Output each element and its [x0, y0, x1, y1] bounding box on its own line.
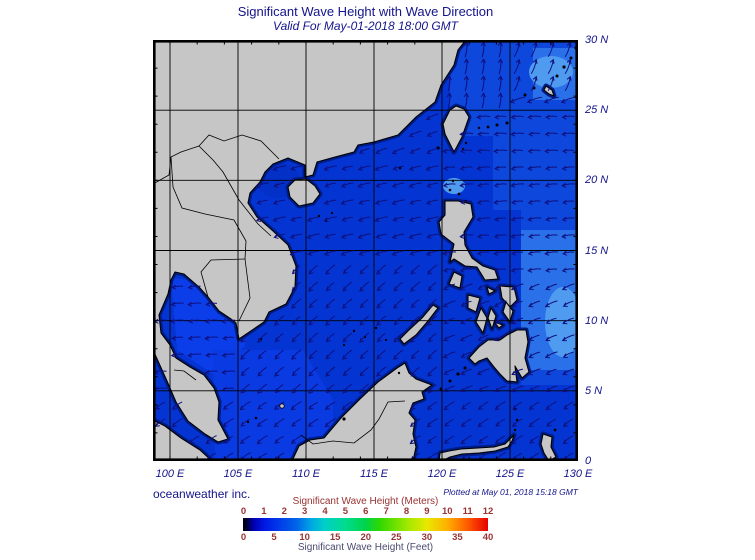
- feet-tick: 5: [271, 532, 277, 543]
- lon-tick-label: 115 E: [360, 468, 388, 480]
- valid-time-subtitle: Valid For May-01-2018 18:00 GMT: [273, 19, 458, 33]
- meters-tick: 6: [363, 506, 369, 517]
- lat-tick-label: 25 N: [585, 104, 609, 117]
- feet-tick: 0: [240, 532, 247, 543]
- meters-tick: 10: [441, 506, 453, 517]
- meters-tick: 12: [482, 506, 494, 517]
- feet-tick: 10: [299, 532, 310, 543]
- page-title: Significant Wave Height with Wave Direct…: [237, 4, 494, 19]
- feet-tick: 35: [452, 532, 463, 543]
- lat-tick-label: 20 N: [585, 174, 609, 187]
- colorbar-meters-label: Significant Wave Height (Meters): [292, 496, 439, 507]
- meters-tick: 11: [462, 506, 473, 517]
- meters-tick: 9: [424, 506, 430, 517]
- lat-tick-label: 15 N: [585, 244, 609, 257]
- plotted-timestamp: Plotted at May 01, 2018 15:18 GMT: [443, 487, 578, 497]
- meters-tick: 3: [301, 506, 308, 517]
- colorbar-gradient: [243, 518, 488, 531]
- feet-tick: 20: [360, 532, 372, 543]
- meters-tick: 2: [281, 506, 287, 517]
- meters-tick: 5: [342, 506, 349, 517]
- meters-tick: 0: [240, 506, 247, 517]
- lon-tick-label: 125 E: [495, 468, 525, 480]
- lon-tick-label: 130 E: [563, 468, 593, 480]
- lat-tick-label: 5 N: [585, 384, 603, 397]
- map-canvas: [150, 37, 581, 464]
- credit-text: oceanweather inc.: [153, 487, 251, 501]
- lat-tick-label: 30 N: [585, 34, 609, 46]
- meters-tick: 7: [383, 506, 389, 517]
- colorbar-feet-label: Significant Wave Height (Feet): [297, 542, 434, 553]
- lon-tick-label: 120 E: [427, 468, 457, 480]
- feet-tick: 15: [329, 532, 341, 543]
- lat-tick-label: 0: [585, 455, 592, 467]
- meters-tick: 1: [261, 506, 267, 517]
- feet-tick: 30: [421, 532, 433, 543]
- meters-tick: 8: [403, 506, 410, 517]
- lat-tick-label: 10 N: [585, 314, 609, 327]
- lon-tick-label: 100 E: [155, 468, 185, 480]
- feet-tick: 25: [391, 532, 402, 543]
- feet-tick: 40: [482, 532, 494, 543]
- lon-tick-label: 110 E: [292, 468, 320, 480]
- meters-tick: 4: [322, 506, 328, 517]
- lon-tick-label: 105 E: [223, 468, 253, 480]
